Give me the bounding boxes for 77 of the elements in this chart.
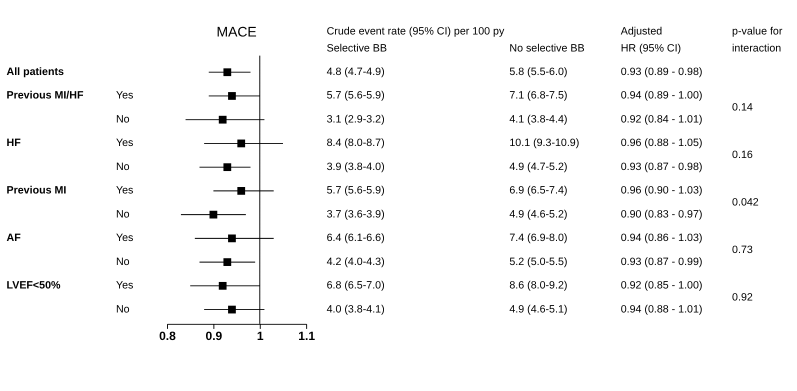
text: 4.9 (4.7-5.2) xyxy=(509,160,568,173)
point xyxy=(228,306,236,314)
text: 4.1 (3.8-4.4) xyxy=(509,113,568,126)
data-label: 0.90 (0.83 - 0.97) xyxy=(620,208,702,220)
x-tick-label: 1.1 xyxy=(298,329,316,344)
y-tick-label: Yes xyxy=(116,137,134,150)
text: p-value for xyxy=(732,26,783,38)
text: 0.92 xyxy=(732,291,753,304)
text: 8.6 (8.0-9.2) xyxy=(509,280,568,292)
text: 8.4 (8.0-8.7) xyxy=(326,137,385,150)
data-label: 0.93 (0.89 - 0.98) xyxy=(620,66,702,78)
data-label: 0.96 (0.88 - 1.05) xyxy=(620,137,702,150)
y-tick-label: No xyxy=(116,208,130,220)
data-label: 0.93 (0.87 - 0.99) xyxy=(620,256,702,268)
text: AF xyxy=(6,232,22,244)
text: 7.4 (6.9-8.0) xyxy=(509,232,568,244)
text: 0.14 xyxy=(732,102,753,114)
data-label: 0.94 (0.89 - 1.00) xyxy=(620,90,702,102)
text: 0.16 xyxy=(732,149,753,162)
text: Adjusted xyxy=(620,26,662,38)
text: No selective BB xyxy=(509,42,585,54)
text: 10.1 (9.3-10.9) xyxy=(509,137,580,150)
point xyxy=(210,210,218,219)
data-label: 0.92 (0.85 - 1.00) xyxy=(620,280,702,292)
text: 5.2 (5.0-5.5) xyxy=(509,256,568,268)
y-tick-label: No xyxy=(116,160,130,173)
y-tick-label: No xyxy=(116,256,130,268)
point xyxy=(223,163,232,172)
text: 6.9 (6.5-7.4) xyxy=(509,184,568,197)
y-tick-label: No xyxy=(116,303,130,316)
text: 5.7 (5.6-5.9) xyxy=(326,90,385,102)
text: 0.73 xyxy=(732,244,753,256)
y-tick-label: Yes xyxy=(116,280,134,292)
data-label: 0.92 (0.84 - 1.01) xyxy=(620,113,702,126)
point xyxy=(223,258,232,266)
y-tick-label: Yes xyxy=(116,232,134,244)
x-tick-label: 0.8 xyxy=(159,329,176,344)
text: 3.1 (2.9-3.2) xyxy=(326,113,385,126)
x-tick-label: 1 xyxy=(256,329,264,344)
point xyxy=(218,116,227,124)
data-label: 0.94 (0.86 - 1.03) xyxy=(620,232,702,244)
x-tick-label: 0.9 xyxy=(205,329,223,344)
text: 7.1 (6.8-7.5) xyxy=(509,90,568,102)
text: 4.8 (4.7-4.9) xyxy=(326,66,385,78)
text: HR (95% CI) xyxy=(620,42,682,54)
text: 4.2 (4.0-4.3) xyxy=(326,256,385,268)
text: 0.042 xyxy=(732,196,759,209)
data-label: 0.93 (0.87 - 0.98) xyxy=(620,160,702,173)
text: 3.7 (3.6-3.9) xyxy=(326,208,385,220)
point xyxy=(223,68,232,76)
text: Crude event rate (95% CI) per 100 py xyxy=(326,26,505,38)
chart-title: MACE xyxy=(216,24,257,40)
data-label: 0.96 (0.90 - 1.03) xyxy=(620,184,702,197)
text: 5.8 (5.5-6.0) xyxy=(509,66,568,78)
text: Selective BB xyxy=(326,42,388,54)
text: LVEF<50% xyxy=(6,280,62,292)
point xyxy=(237,140,246,148)
text: 6.8 (6.5-7.0) xyxy=(326,280,385,292)
y-tick-label: No xyxy=(116,113,130,126)
text: 4.0 (3.8-4.1) xyxy=(326,303,385,316)
y-tick-label: Yes xyxy=(116,184,134,197)
text: Previous MI/HF xyxy=(6,90,84,102)
point xyxy=(228,234,236,242)
text: All patients xyxy=(6,66,64,78)
text: 6.4 (6.1-6.6) xyxy=(326,232,385,244)
text: 5.7 (5.6-5.9) xyxy=(326,184,385,197)
text: interaction xyxy=(732,42,782,54)
data-label: 0.94 (0.88 - 1.01) xyxy=(620,303,702,316)
point xyxy=(237,187,246,195)
text: 3.9 (3.8-4.0) xyxy=(326,160,385,173)
text: 4.9 (4.6-5.1) xyxy=(509,303,568,316)
point xyxy=(228,92,236,100)
text: 4.9 (4.6-5.2) xyxy=(509,208,568,220)
y-tick-label: Yes xyxy=(116,90,134,102)
text: Previous MI xyxy=(6,184,66,197)
text: HF xyxy=(6,137,22,150)
point xyxy=(218,282,227,290)
